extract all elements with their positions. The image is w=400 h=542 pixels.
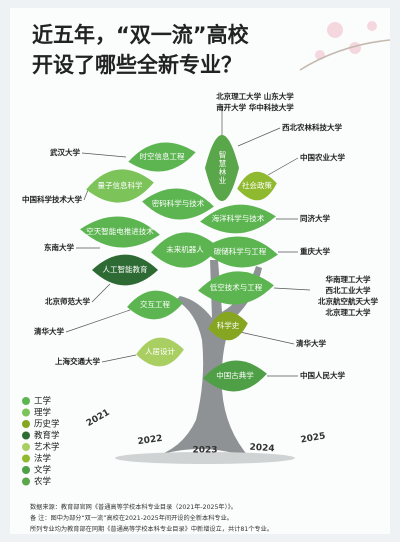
legend-label: 教育学 (34, 430, 60, 441)
university: 西北农林科技大学 (282, 122, 342, 132)
connector (237, 127, 281, 147)
legend-swatch (22, 454, 30, 463)
leaf-label: 科学史 (217, 320, 240, 330)
legend-label: 农学 (34, 476, 52, 487)
leaf (208, 311, 248, 341)
leaf (92, 254, 158, 286)
legend-swatch (22, 431, 30, 440)
year: 2025 (300, 431, 326, 445)
leaf (128, 142, 196, 172)
connector (267, 157, 299, 176)
year: 2023 (192, 446, 217, 456)
ground (115, 452, 295, 464)
legend-label: 工学 (34, 396, 52, 407)
leaf (237, 171, 277, 201)
leaf (136, 337, 184, 367)
title-line: 近五年，“双一流”高校 (32, 23, 250, 47)
legend-swatch (22, 466, 30, 474)
legend-swatch (22, 408, 30, 417)
title-line: 开设了哪些全新专业？ (32, 53, 242, 77)
legend-label: 文学 (34, 465, 52, 476)
note: 所列专业均为教育部在同期《普通高等学校本科专业目录》中新增设立，共计81个专业。 (30, 525, 273, 533)
tree-trunk (150, 260, 262, 458)
university: 武汉大学 (50, 147, 80, 157)
connector (101, 354, 137, 363)
note: 备 注：图中为部分“双一流”高校在2021-2025年间开设的全新本科专业。 (30, 514, 233, 522)
legend-label: 法学 (34, 453, 52, 464)
leaf (86, 169, 154, 203)
legend-swatch (22, 443, 30, 451)
connectors (65, 104, 311, 377)
legend-label: 艺术学 (34, 442, 60, 453)
university: 清华大学 (34, 326, 64, 336)
legend-label: 历史学 (34, 419, 60, 430)
university: 上海交通大学 (55, 356, 100, 366)
blossom (299, 21, 391, 71)
leaf-label: 时空信息工程 (140, 151, 185, 161)
university: 中国农业大学 (300, 152, 345, 162)
leaf-label: 碳储科学与工程 (214, 246, 267, 256)
connector (273, 287, 311, 291)
leaf-label: 海洋科学与技术 (212, 213, 265, 223)
leaf-label: 智慧林业 (218, 150, 227, 185)
leaf (205, 135, 239, 201)
university: 重庆大学 (300, 246, 330, 256)
leaf-label: 量子信息科学 (98, 180, 143, 190)
leaf-label: 社会政策 (242, 180, 272, 190)
university: 北京师范大学 (45, 296, 90, 306)
university: 清华大学 (296, 338, 326, 348)
legend-swatch (22, 397, 30, 405)
university: 北京理工大学 山东大学 (216, 91, 294, 101)
leaf (203, 360, 267, 392)
university: 华南理工大学 (326, 274, 371, 284)
connector (81, 152, 127, 158)
university: 北京航空航天大学 (318, 296, 378, 306)
leaf (151, 232, 219, 268)
university: 东南大学 (44, 242, 74, 252)
legend-swatch (22, 477, 30, 486)
leaf-label: 未来机器人 (166, 244, 204, 254)
year: 2024 (249, 443, 275, 455)
leaf (202, 236, 278, 268)
leaf (142, 188, 214, 220)
leaf-label: 密码科学与技术 (152, 198, 205, 208)
university: 中国人民大学 (300, 370, 345, 380)
legend-label: 理学 (34, 407, 52, 418)
leaf (127, 290, 183, 320)
university: 南开大学 华中科技大学 (216, 102, 294, 112)
leaf (200, 204, 276, 234)
university: 中国科学技术大学 (22, 194, 82, 204)
year: 2022 (137, 434, 163, 447)
leaf-label: 人居设计 (145, 346, 175, 356)
leaf-label: 空天智能电推进技术 (86, 226, 154, 236)
legend-swatch (22, 420, 30, 428)
connector (83, 189, 89, 201)
university: 北京理工大学 (326, 307, 371, 317)
leaf-label: 人工智能教育 (103, 264, 148, 274)
leaf (80, 216, 160, 248)
university: 西北工业大学 (326, 285, 371, 295)
note: 数据来源：教育部官网《普通高等学校本科专业目录（2021年-2025年）》。 (30, 503, 237, 511)
leaf-label: 低空技术与工程 (210, 282, 263, 292)
leaf-label: 交互工程 (140, 299, 170, 309)
connector (65, 309, 131, 333)
leaf (198, 271, 274, 305)
connector (239, 331, 295, 345)
university: 同济大学 (300, 213, 330, 223)
leaf-label: 中国古典学 (216, 370, 254, 380)
connector (91, 283, 111, 303)
